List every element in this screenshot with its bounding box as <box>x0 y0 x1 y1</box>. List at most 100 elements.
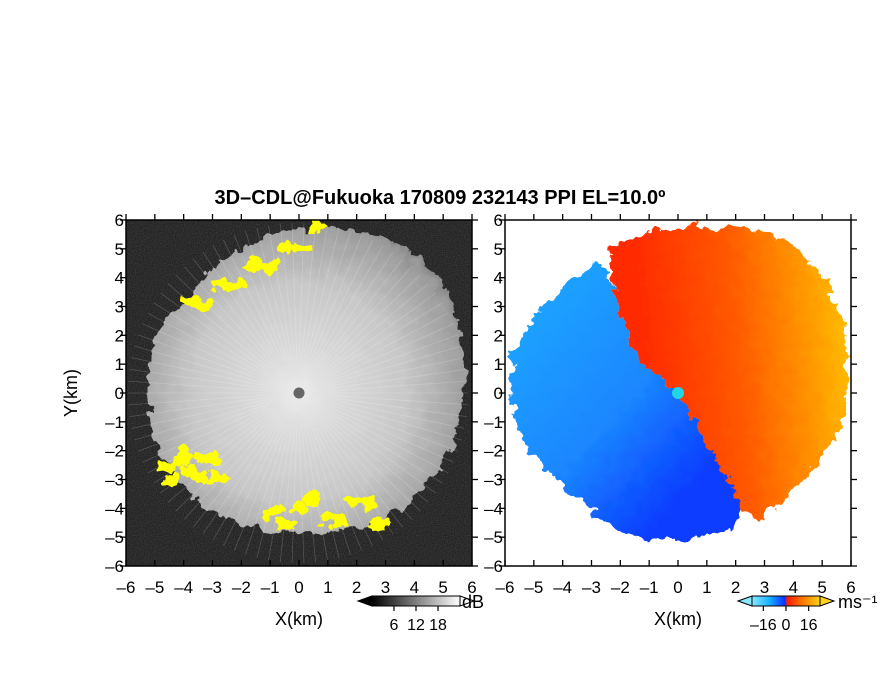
y-tick-label: 4 <box>494 269 503 288</box>
y-tick-label: 1 <box>115 355 124 374</box>
saturation-blob <box>303 492 324 505</box>
y-tick-label: –3 <box>484 471 503 490</box>
saturation-blob <box>356 496 377 509</box>
saturation-blob <box>309 222 330 235</box>
colorbar-low-triangle <box>736 595 753 607</box>
x-axis-title: X(km) <box>654 609 702 629</box>
colorbar-bar <box>751 595 821 607</box>
saturated-regions <box>156 222 390 532</box>
saturation-blob <box>276 519 297 532</box>
y-tick-label: –3 <box>105 471 124 490</box>
x-axis-title: X(km) <box>275 609 323 629</box>
x-tick-label: 3 <box>381 578 390 597</box>
radar-center-marker <box>672 387 684 399</box>
saturation-blob <box>329 516 350 529</box>
colorbar-unit: ms⁻¹ <box>838 592 878 612</box>
saturation-blob <box>292 241 313 254</box>
y-tick-label: 4 <box>115 269 124 288</box>
y-tick-label: –2 <box>105 442 124 461</box>
saturation-blob <box>179 296 200 309</box>
x-tick-label: –6 <box>496 578 515 597</box>
y-axis-title: Y(km) <box>61 369 81 417</box>
colorbar-tick-label: 16 <box>800 617 818 634</box>
x-tick-label: –5 <box>145 578 164 597</box>
radial-rays <box>128 223 468 563</box>
x-tick-label: 1 <box>323 578 332 597</box>
saturation-blob <box>369 517 390 530</box>
y-tick-label: 0 <box>494 384 503 403</box>
x-tick-label: 6 <box>846 578 855 597</box>
x-tick-label: –1 <box>640 578 659 597</box>
x-tick-label: 5 <box>438 578 447 597</box>
y-tick-label: –1 <box>105 413 124 432</box>
x-tick-label: –2 <box>232 578 251 597</box>
colorbars-layer: 6 12 18 dB –16 0 16 ms⁻¹ <box>356 592 878 634</box>
panel-2-axes: –6–6–5–5–4–4–3–3–2–2–1–100112233445566X(… <box>484 211 857 629</box>
y-tick-label: –6 <box>105 557 124 576</box>
saturation-blob <box>211 278 232 291</box>
colorbar-unit: dB <box>462 592 484 612</box>
y-tick-label: –6 <box>484 557 503 576</box>
x-tick-label: 0 <box>294 578 303 597</box>
saturation-blob <box>263 505 284 518</box>
chart-title: 3D–CDL@Fukuoka 170809 232143 PPI EL=10.0… <box>214 187 666 209</box>
x-tick-label: –1 <box>261 578 280 597</box>
y-tick-label: 3 <box>494 298 503 317</box>
y-tick-label: –5 <box>105 528 124 547</box>
y-tick-label: –2 <box>484 442 503 461</box>
axes-layer: –6–6–5–5–4–4–3–3–2–2–1–100112233445566X(… <box>61 211 857 629</box>
colorbar-high-triangle <box>819 595 836 607</box>
saturation-blob <box>244 259 265 272</box>
y-tick-label: –5 <box>484 528 503 547</box>
saturation-blob <box>201 452 222 465</box>
positive-velocity-region <box>608 226 848 520</box>
colorbar-tick-label: –16 <box>750 617 777 634</box>
echo-region <box>147 227 465 534</box>
colorbar: –16 0 16 ms⁻¹ <box>736 592 878 634</box>
colorbar: 6 12 18 dB <box>356 592 484 634</box>
y-tick-label: 1 <box>494 355 503 374</box>
x-tick-label: –5 <box>524 578 543 597</box>
radar-center-marker <box>293 387 305 399</box>
negative-velocity-region <box>510 262 745 540</box>
y-tick-label: –4 <box>484 499 503 518</box>
x-tick-label: 2 <box>352 578 361 597</box>
x-tick-label: –2 <box>611 578 630 597</box>
panel-1-axes: –6–6–5–5–4–4–3–3–2–2–1–100112233445566X(… <box>61 211 478 629</box>
x-tick-label: 1 <box>702 578 711 597</box>
x-tick-label: 3 <box>760 578 769 597</box>
saturation-blob <box>228 278 249 291</box>
saturation-blob <box>208 471 229 484</box>
saturation-blob <box>162 473 183 486</box>
colorbar-high-triangle <box>459 595 476 607</box>
colorbar-tick-label: 6 <box>390 617 399 634</box>
y-tick-label: 2 <box>115 326 124 345</box>
y-tick-label: 5 <box>494 240 503 259</box>
saturation-blob <box>195 297 216 310</box>
x-tick-label: –3 <box>203 578 222 597</box>
saturation-blob <box>188 471 209 484</box>
y-tick-label: 3 <box>115 298 124 317</box>
x-tick-label: –6 <box>117 578 136 597</box>
colorbar-tick-label: 18 <box>429 617 447 634</box>
x-tick-label: –4 <box>553 578 572 597</box>
y-tick-label: 6 <box>115 211 124 230</box>
x-tick-label: 6 <box>467 578 476 597</box>
x-tick-label: –3 <box>582 578 601 597</box>
x-tick-label: 2 <box>731 578 740 597</box>
y-tick-label: 0 <box>115 384 124 403</box>
colorbar-tick-label: 12 <box>407 617 425 634</box>
colorbar-bar <box>371 595 461 607</box>
x-tick-label: –4 <box>174 578 193 597</box>
y-tick-label: 6 <box>494 211 503 230</box>
saturation-blob <box>175 448 196 461</box>
x-tick-label: 4 <box>789 578 798 597</box>
y-tick-label: 5 <box>115 240 124 259</box>
colorbar-low-triangle <box>356 595 373 607</box>
saturation-blob <box>276 241 297 254</box>
x-tick-label: 5 <box>817 578 826 597</box>
saturation-blob <box>289 501 310 514</box>
reflectivity-panel <box>126 220 472 566</box>
y-tick-label: 2 <box>494 326 503 345</box>
saturation-blob <box>260 260 281 273</box>
